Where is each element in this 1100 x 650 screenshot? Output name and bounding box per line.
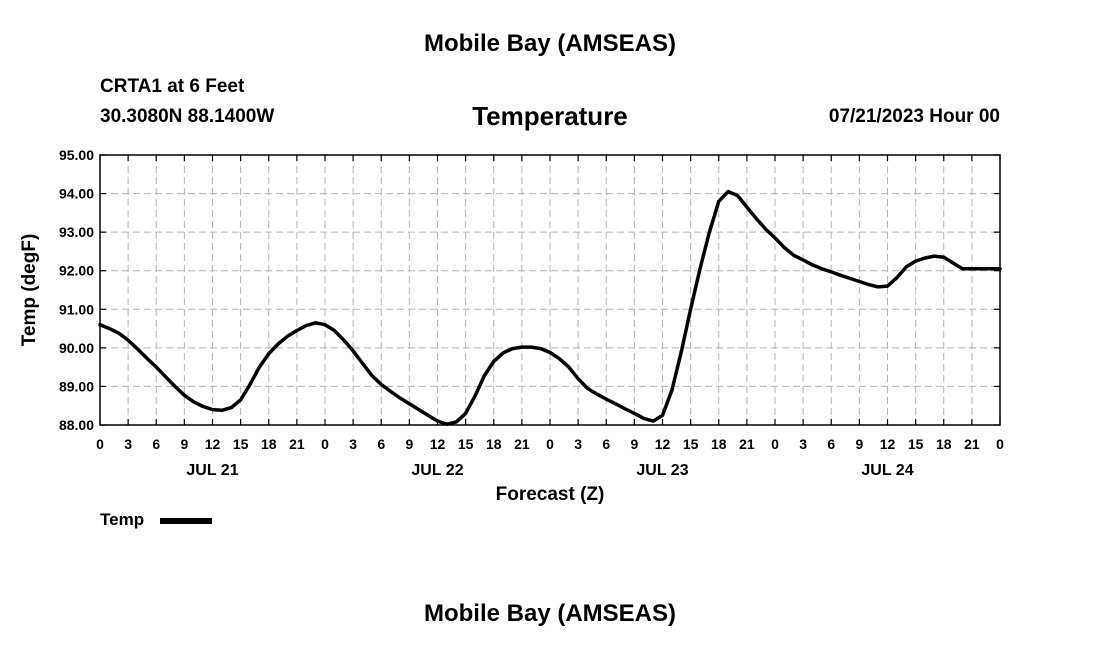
legend-label: Temp (100, 510, 144, 529)
x-tick-label: 3 (574, 436, 582, 452)
x-tick-label: 21 (514, 436, 530, 452)
x-tick-label: 0 (96, 436, 104, 452)
x-tick-label: 15 (908, 436, 924, 452)
x-tick-label: 12 (655, 436, 671, 452)
date-label: JUL 24 (861, 462, 913, 479)
date-label: JUL 22 (411, 462, 463, 479)
date-label: JUL 21 (186, 462, 238, 479)
x-tick-label: 6 (602, 436, 610, 452)
x-tick-label: 3 (349, 436, 357, 452)
y-tick-label: 95.00 (59, 147, 94, 163)
x-tick-label: 12 (880, 436, 896, 452)
x-tick-label: 18 (261, 436, 277, 452)
temp-series-line (98, 189, 1002, 426)
x-tick-label: 12 (430, 436, 446, 452)
x-tick-label: 6 (827, 436, 835, 452)
x-tick-label: 3 (124, 436, 132, 452)
x-tick-label: 0 (546, 436, 554, 452)
x-tick-label: 18 (486, 436, 502, 452)
x-tick-label: 15 (458, 436, 474, 452)
y-tick-label: 94.00 (59, 186, 94, 202)
x-tick-label: 6 (152, 436, 160, 452)
x-axis-date-labels: JUL 21 JUL 22 JUL 23 JUL 24 (186, 462, 913, 479)
x-axis-ticks: 0 3 6 9 12 15 18 21 0 3 6 9 12 15 18 21 0 3 6 9 12 15 18 21 0 3 6 9… (96, 155, 1004, 452)
x-tick-label: 3 (799, 436, 807, 452)
footer-title: Mobile Bay (AMSEAS) (423, 600, 677, 627)
x-tick-label: 18 (711, 436, 727, 452)
x-tick-label: 15 (683, 436, 699, 452)
y-tick-label: 92.00 (59, 263, 94, 279)
x-tick-label: 0 (321, 436, 329, 452)
y-axis-label: Temp (degF) (19, 234, 40, 347)
x-tick-label: 9 (630, 436, 638, 452)
x-tick-label: 15 (233, 436, 249, 452)
x-axis-label: Forecast (Z) (496, 484, 605, 505)
x-tick-label: 21 (289, 436, 305, 452)
x-tick-label: 21 (964, 436, 980, 452)
y-tick-label: 93.00 (59, 224, 94, 240)
x-tick-label: 12 (205, 436, 221, 452)
x-tick-label: 18 (936, 436, 952, 452)
station-coordinates: 30.3080N 88.1400W (100, 106, 275, 127)
y-tick-label: 89.00 (59, 378, 94, 394)
variable-title: Temperature (472, 101, 628, 131)
x-tick-label: 0 (996, 436, 1004, 452)
y-tick-label: 90.00 (59, 340, 94, 356)
y-tick-label: 91.00 (59, 301, 94, 317)
model-run-time: 07/21/2023 Hour 00 (828, 106, 1000, 127)
y-axis-ticks: 88.00 89.00 90.00 91.00 92.00 93.00 94.00 95.00 (59, 147, 1000, 433)
x-tick-label: 9 (405, 436, 413, 452)
x-tick-label: 9 (855, 436, 863, 452)
chart-main-title: Mobile Bay (AMSEAS) (423, 30, 677, 57)
grid-lines (100, 155, 1000, 425)
y-tick-label: 88.00 (59, 417, 94, 433)
x-tick-label: 21 (739, 436, 755, 452)
x-tick-label: 0 (771, 436, 779, 452)
date-label: JUL 23 (636, 462, 688, 479)
x-tick-label: 6 (377, 436, 385, 452)
x-tick-label: 9 (180, 436, 188, 452)
station-label: CRTA1 at 6 Feet (100, 76, 245, 97)
